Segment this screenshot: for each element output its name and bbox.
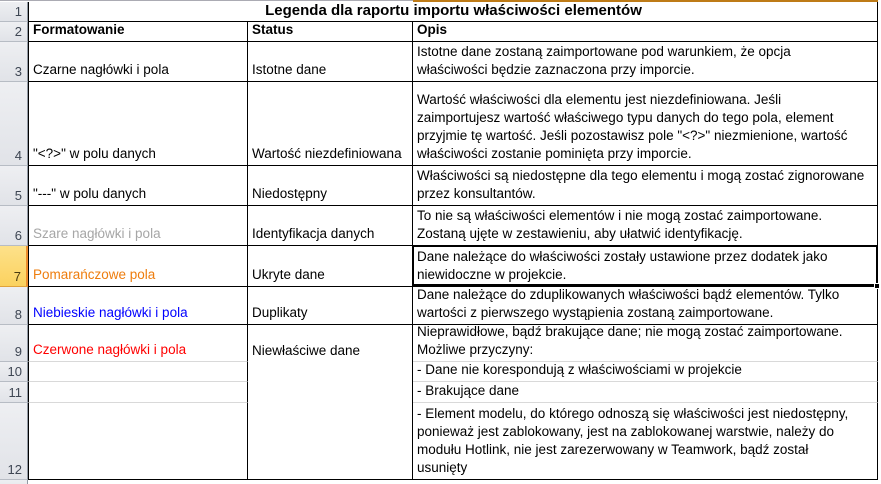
header-description-cell[interactable]: Opis [413,22,878,42]
row-10-status-cell[interactable] [248,362,413,382]
row-1: 1 Legenda dla raportu importu właściwośc… [0,2,878,22]
row-5: 5 "---" w polu danych Niedostępny Właści… [0,166,878,206]
row-12-status-cell[interactable] [248,403,413,480]
row-6-description-cell[interactable]: To nie są właściwości elementów i nie mo… [413,206,878,246]
row-header-11[interactable]: 11 [0,382,28,403]
row-5-description-cell[interactable]: Właściwości są niedostępne dla tego elem… [413,166,878,206]
row-7-description-cell-selected[interactable]: Dane należące do właściwości zostały ust… [412,245,880,289]
header-status-cell[interactable]: Status [248,22,413,42]
row-11-description-cell[interactable]: - Brakujące dane [413,382,878,403]
row-5-status-cell[interactable]: Niedostępny [248,166,413,206]
title-cell[interactable]: Legenda dla raportu importu właściwości … [28,2,878,22]
row-7-description-text: Dane należące do właściwości zostały ust… [417,249,828,282]
row-8-status-cell[interactable]: Duplikaty [248,287,413,325]
row-9: 9 Czerwone nagłówki i pola Niewłaściwe d… [0,325,878,362]
row-12: 12 - Element modelu, do którego odnoszą … [0,403,878,480]
row-header-6[interactable]: 6 [0,206,28,246]
row-11-status-cell[interactable] [248,382,413,403]
row-header-13-sliver [0,480,28,484]
row-10: 10 - Dane nie korespondują z właściwości… [0,362,878,382]
row-3-description-cell[interactable]: Istotne dane zostaną zaimportowane pod w… [413,42,878,82]
row-4-status-cell[interactable]: Wartość niezdefiniowana [248,82,413,166]
row-2: 2 Formatowanie Status Opis [0,22,878,42]
row-header-9[interactable]: 9 [0,325,28,362]
row-5-formatting-cell[interactable]: "---" w polu danych [28,166,248,206]
row-12-description-cell[interactable]: - Element modelu, do którego odnoszą się… [413,403,878,480]
row-header-8[interactable]: 8 [0,287,28,325]
row-header-1[interactable]: 1 [0,2,28,22]
row-7: 7 Pomarańczowe pola Ukryte dane Dane nal… [0,245,880,289]
row-9-formatting-cell[interactable]: Czerwone nagłówki i pola [28,325,248,362]
row-4-formatting-cell[interactable]: "<?>" w polu danych [28,82,248,166]
row-8: 8 Niebieskie nagłówki i pola Duplikaty D… [0,287,878,325]
row-6-status-cell[interactable]: Identyfikacja danych [248,206,413,246]
selection-fill-handle[interactable] [874,283,880,289]
column-header-bottom-line [0,0,413,1]
row-11: 11 - Brakujące dane [0,382,878,403]
row-11-formatting-cell[interactable] [28,382,248,403]
row-9-status-cell[interactable]: Niewłaściwe dane [248,325,413,362]
row-10-formatting-cell[interactable] [28,362,248,382]
row-header-12[interactable]: 12 [0,403,28,480]
selected-column-header-line [413,0,878,2]
row-header-2[interactable]: 2 [0,22,28,42]
row-header-4[interactable]: 4 [0,82,28,166]
row-4: 4 "<?>" w polu danych Wartość niezdefini… [0,82,878,166]
row-13-sliver [0,480,878,484]
row-6-formatting-cell[interactable]: Szare nagłówki i pola [28,206,248,246]
row-12-formatting-cell[interactable] [28,403,248,480]
row-3-status-cell[interactable]: Istotne dane [248,42,413,82]
row-7-formatting-cell[interactable]: Pomarańczowe pola [28,246,248,287]
row-9-description-cell[interactable]: Nieprawidłowe, bądź brakujące dane; nie … [413,325,878,362]
row-8-formatting-cell[interactable]: Niebieskie nagłówki i pola [28,287,248,325]
row-7-status-cell[interactable]: Ukryte dane [248,246,413,287]
row-header-3[interactable]: 3 [0,42,28,82]
header-formatting-cell[interactable]: Formatowanie [28,22,248,42]
row-4-description-cell[interactable]: Wartość właściwości dla elementu jest ni… [413,82,878,166]
row-3: 3 Czarne nagłówki i pola Istotne dane Is… [0,42,878,82]
row-8-description-cell[interactable]: Dane należące do zduplikowanych właściwo… [413,287,878,325]
row-10-description-cell[interactable]: - Dane nie korespondują z właściwościami… [413,362,878,382]
row-header-10[interactable]: 10 [0,362,28,382]
row-3-formatting-cell[interactable]: Czarne nagłówki i pola [28,42,248,82]
row-header-7-selected[interactable]: 7 [0,246,28,287]
row-6: 6 Szare nagłówki i pola Identyfikacja da… [0,206,878,246]
row-header-5[interactable]: 5 [0,166,28,206]
